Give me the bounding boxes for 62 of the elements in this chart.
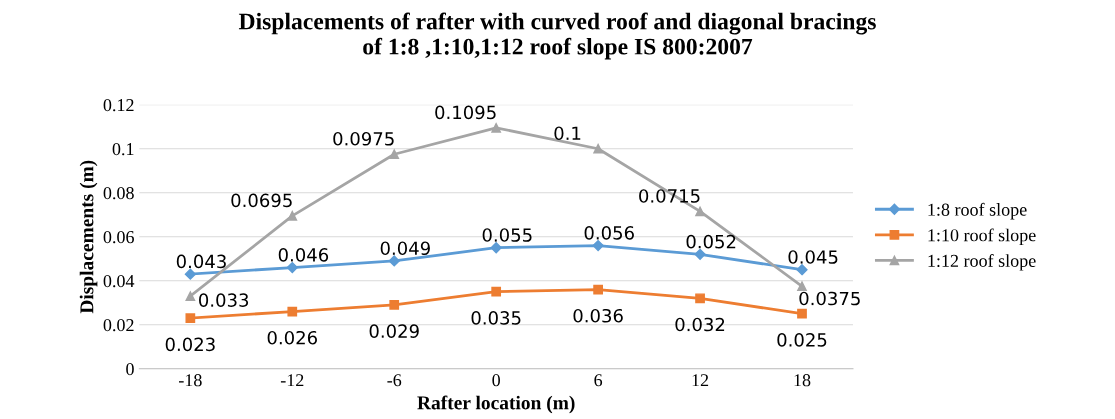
y-tick-label: 0.1 bbox=[112, 143, 134, 156]
x-tick-label: -18 bbox=[178, 374, 202, 387]
data-label: 0.049 bbox=[380, 241, 430, 256]
point bbox=[797, 308, 807, 319]
point bbox=[184, 268, 196, 280]
data-label: 0.043 bbox=[176, 254, 226, 269]
data-label: 0.056 bbox=[584, 226, 634, 240]
point bbox=[287, 210, 298, 221]
point bbox=[694, 248, 706, 260]
point bbox=[796, 264, 808, 276]
y-tick-label: 0.08 bbox=[103, 187, 134, 200]
x-tick-label: 6 bbox=[594, 374, 603, 387]
data-label: 0.033 bbox=[199, 293, 249, 307]
data-label: 0.052 bbox=[686, 234, 736, 249]
point bbox=[185, 313, 196, 323]
y-tick-label: 0.04 bbox=[103, 274, 135, 288]
point bbox=[491, 286, 502, 297]
point bbox=[286, 261, 298, 274]
x-tick-label: -12 bbox=[280, 374, 304, 387]
point bbox=[185, 291, 196, 301]
point bbox=[491, 122, 502, 133]
data-label: 0.055 bbox=[482, 228, 532, 242]
data-label: 0.035 bbox=[471, 311, 521, 325]
point bbox=[389, 300, 400, 310]
data-label: 0.036 bbox=[573, 308, 623, 323]
data-label: 0.1 bbox=[554, 126, 581, 141]
point bbox=[490, 242, 502, 254]
point bbox=[593, 143, 603, 154]
legend-label: 1:12 roof slope bbox=[928, 254, 1036, 271]
x-tick-label: 0 bbox=[492, 374, 500, 387]
point bbox=[287, 306, 298, 317]
data-label: 0.026 bbox=[267, 330, 317, 345]
point bbox=[695, 293, 705, 304]
x-tick-label: 12 bbox=[692, 374, 709, 387]
point bbox=[592, 239, 604, 252]
data-label: 0.023 bbox=[165, 337, 215, 352]
x-axis-title: Rafter location (m) bbox=[417, 395, 575, 414]
data-label: 0.0375 bbox=[799, 291, 860, 306]
y-tick-label: 0.12 bbox=[103, 99, 134, 112]
data-label: 0.045 bbox=[788, 250, 838, 264]
data-label: 0.1095 bbox=[435, 105, 496, 120]
y-tick-label: 0.06 bbox=[103, 230, 134, 244]
data-label: 0.032 bbox=[675, 317, 725, 332]
point bbox=[797, 281, 807, 292]
point bbox=[388, 255, 400, 267]
data-label: 0.029 bbox=[369, 324, 419, 338]
data-label: 0.046 bbox=[278, 248, 329, 262]
data-label: 0.025 bbox=[777, 333, 827, 347]
legend-label: 1:8 roof slope bbox=[928, 202, 1027, 220]
y-tick-label: 0 bbox=[126, 362, 134, 376]
y-axis-title: Displacements (m) bbox=[79, 160, 98, 314]
point bbox=[593, 284, 603, 295]
x-tick-label: 18 bbox=[794, 374, 811, 387]
chart-title: Displacements of rafter with curved roof and diagonal bracings of 1:8 ,1:10,1:12 roof slope IS 800:2007 bbox=[238, 12, 876, 60]
point bbox=[695, 206, 705, 217]
data-label: 0.0715 bbox=[639, 189, 700, 203]
data-label: 0.0695 bbox=[231, 193, 292, 208]
x-tick-label: -6 bbox=[387, 374, 402, 387]
point bbox=[389, 149, 400, 160]
y-tick-label: 0.02 bbox=[103, 318, 134, 332]
data-label: 0.0975 bbox=[333, 131, 394, 146]
legend-label: 1:10 roof slope bbox=[928, 228, 1036, 246]
